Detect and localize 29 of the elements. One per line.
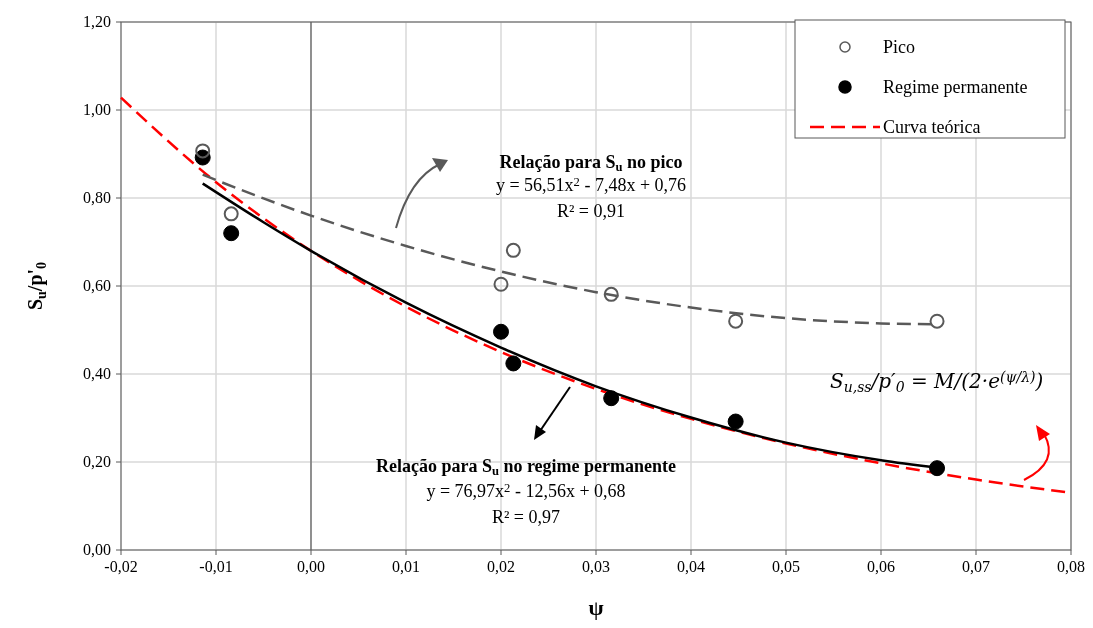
legend-label: Pico (883, 37, 916, 57)
legend-label: Regime permanente (883, 77, 1028, 97)
x-tick-label: -0,01 (199, 558, 233, 575)
x-tick-label: 0,08 (1057, 558, 1085, 575)
x-axis-title: ψ (588, 595, 604, 620)
y-tick-label: 0,60 (83, 277, 111, 294)
y-tick-label: 0,80 (83, 189, 111, 206)
x-tick-label: 0,04 (677, 558, 705, 575)
x-tick-label: 0,06 (867, 558, 895, 575)
annotation: R² = 0,91 (556, 201, 626, 221)
annotation: Relação para S$_{u}$ no regime permanente (375, 456, 677, 479)
x-tick-label: 0,05 (772, 558, 800, 575)
annotation: Relação para S$_{u}$ no pico (499, 152, 683, 175)
x-tick-label: 0,03 (582, 558, 610, 575)
x-tick-label: 0,07 (962, 558, 990, 575)
y-tick-label: 0,40 (83, 365, 111, 382)
annotation: y = 56,51x$^{2}$ - 7,48x + 0,76 (495, 174, 687, 195)
y-tick-label: 0,00 (83, 541, 111, 558)
x-tick-label: 0,02 (487, 558, 515, 575)
annotation: S$_{u,ss}$/p′$_{0}$ = M/(2·e$^{(ψ/λ)}$) (830, 369, 1044, 395)
y-tick-label: 1,00 (83, 101, 111, 118)
x-tick-label: 0,01 (392, 558, 420, 575)
annotation: y = 76,97x$^{2}$ - 12,56x + 0,68 (426, 480, 626, 501)
x-tick-label: 0,00 (297, 558, 325, 575)
x-tick-label: -0,02 (104, 558, 138, 575)
annotation: R² = 0,97 (491, 507, 561, 527)
y-tick-label: 1,20 (83, 13, 111, 30)
legend-label: Curva teórica (883, 117, 981, 137)
y-tick-label: 0,20 (83, 453, 111, 470)
